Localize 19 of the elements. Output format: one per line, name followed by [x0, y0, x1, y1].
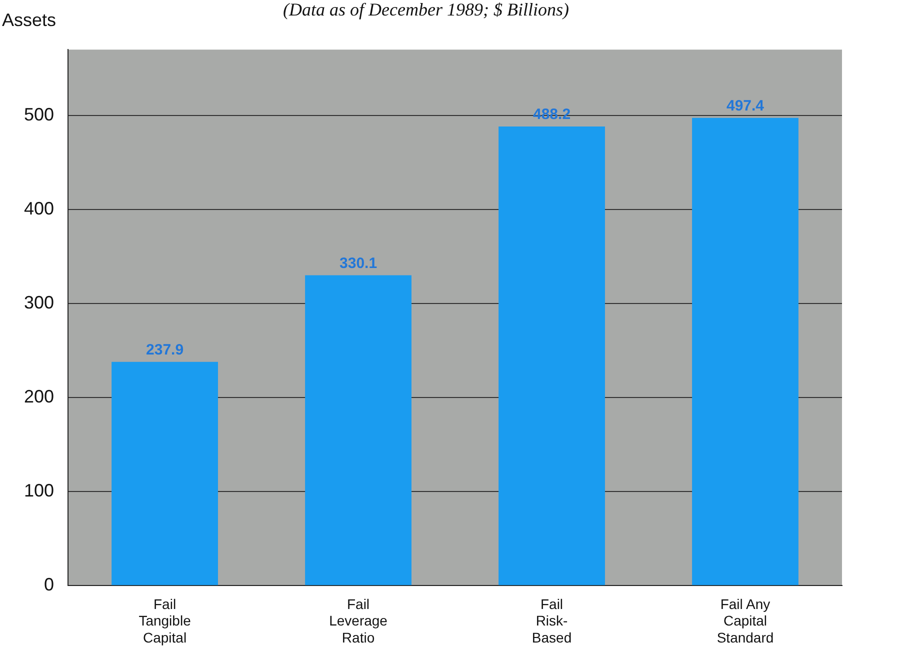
- data-label: 237.9: [146, 342, 184, 359]
- y-tick-label: 200: [24, 386, 54, 406]
- data-label: 497.4: [726, 98, 765, 115]
- y-tick-label: 300: [24, 292, 54, 312]
- y-tick-label: 0: [44, 574, 54, 595]
- y-tick-label: 100: [24, 480, 54, 501]
- chart-subtitle: (Data as of December 1989; $ Billions): [283, 0, 569, 20]
- bar: [305, 275, 412, 586]
- bar: [692, 118, 798, 586]
- x-tick-label: Fail Tangible Capital: [138, 596, 192, 646]
- data-label: 330.1: [339, 254, 378, 272]
- bar: [498, 126, 605, 586]
- x-tick-label: Fail Any Capital Standard: [716, 596, 774, 646]
- x-tick-label: Fail Risk- Based: [532, 596, 572, 646]
- y-axis-title: Assets: [2, 10, 56, 30]
- y-tick-label: 500: [24, 104, 54, 124]
- bar: [112, 362, 218, 586]
- y-tick-label: 400: [24, 198, 54, 218]
- x-tick-label: Fail Leverage Ratio: [329, 596, 388, 646]
